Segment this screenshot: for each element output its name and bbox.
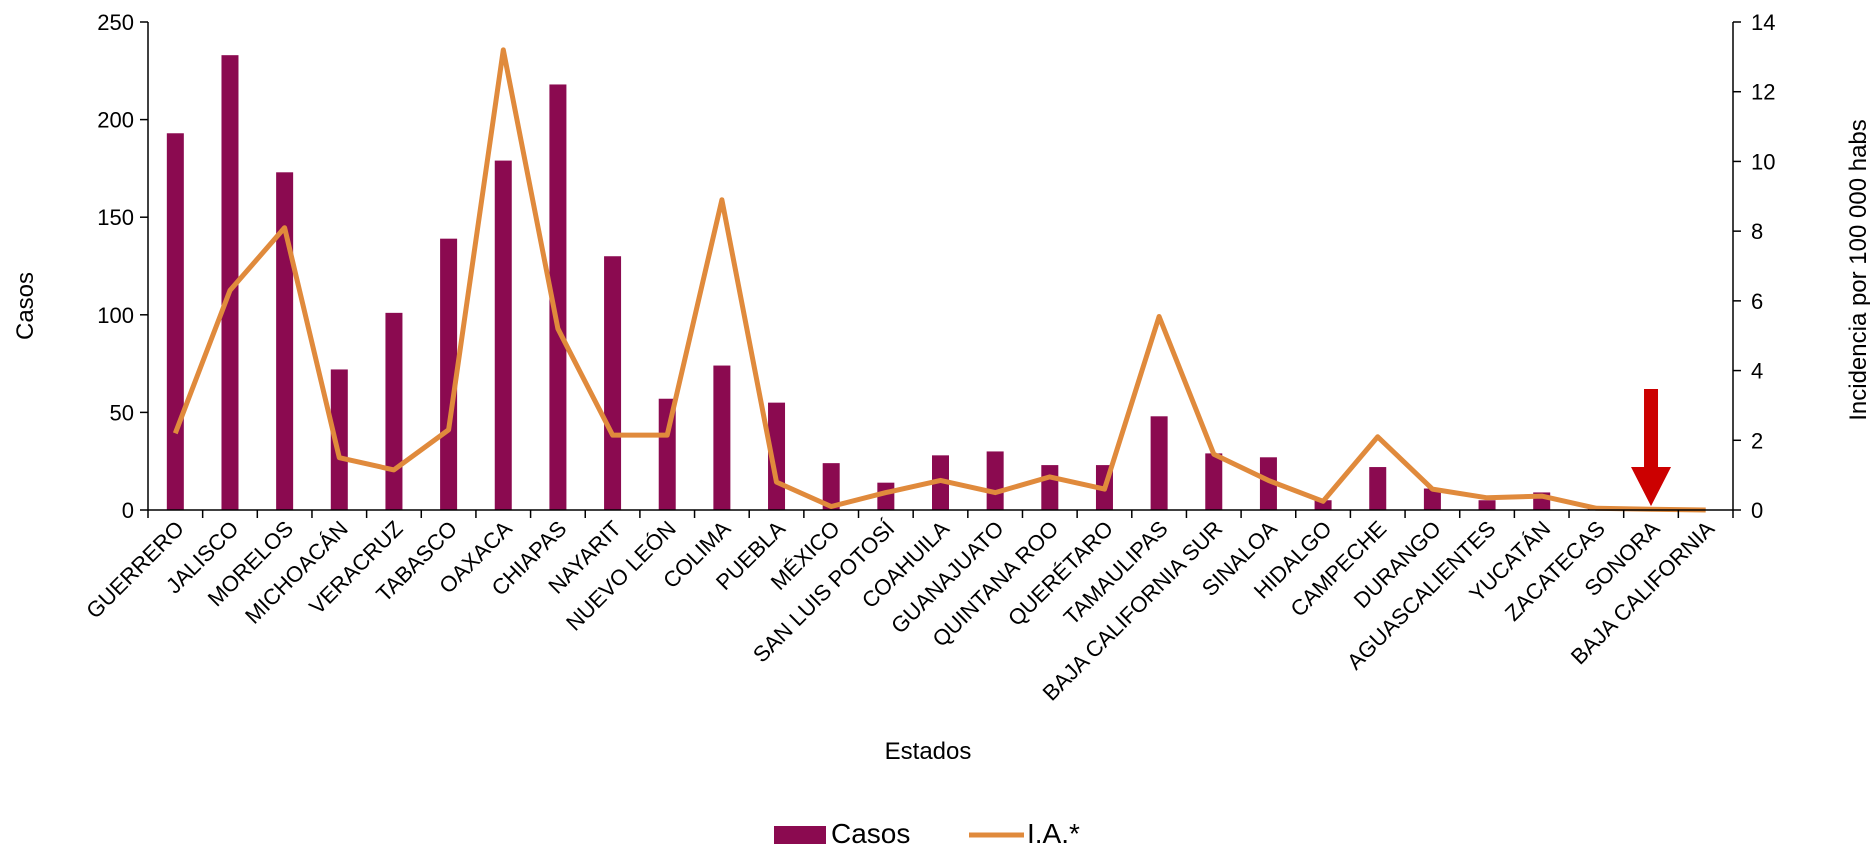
- bar: [166, 133, 184, 510]
- bar: [1423, 488, 1441, 510]
- ia-line: [172, 47, 1706, 513]
- line-series: [172, 47, 1706, 513]
- annotation-layer: [1631, 388, 1672, 507]
- right-axis-tick-label: 6: [1751, 289, 1763, 314]
- left-axis-tick-label: 250: [97, 10, 134, 35]
- right-y-axis: 0 2 4 6 8 10 12 14: [1732, 10, 1775, 523]
- legend: Casos I.A.*: [774, 818, 1080, 848]
- left-axis-tick-label: 100: [97, 303, 134, 328]
- left-axis-tick-label: 0: [122, 498, 134, 523]
- left-axis-tick-label: 200: [97, 108, 134, 133]
- bar: [1150, 416, 1168, 510]
- bar: [986, 451, 1004, 510]
- bar: [440, 238, 458, 510]
- left-y-axis: 0 50 100 150 200 250: [97, 10, 149, 523]
- bar: [494, 160, 512, 511]
- right-axis-tick-label: 12: [1751, 80, 1775, 105]
- legend-swatch-casos: [774, 826, 826, 844]
- bar: [713, 365, 731, 510]
- right-axis-tick-label: 2: [1751, 428, 1763, 453]
- bar: [549, 84, 567, 511]
- x-axis-title: Estados: [885, 738, 972, 765]
- bar: [1369, 467, 1387, 510]
- y-axis-title: Casos: [12, 272, 39, 340]
- bar: [1314, 500, 1332, 510]
- bar: [1041, 465, 1059, 510]
- legend-label-casos: Casos: [831, 818, 910, 848]
- legend-label-ia: I.A.*: [1027, 818, 1080, 848]
- left-axis-tick-label: 150: [97, 205, 134, 230]
- right-axis-tick-label: 14: [1751, 10, 1775, 35]
- y2-axis-title: Incidencia por 100 000 habs: [1845, 119, 1870, 421]
- right-axis-tick-label: 0: [1751, 498, 1763, 523]
- down-arrow-icon: [1631, 388, 1672, 507]
- right-axis-tick-label: 4: [1751, 359, 1763, 384]
- bar: [1205, 453, 1223, 510]
- bar: [604, 256, 622, 510]
- bar: [1259, 457, 1277, 510]
- bar: [276, 172, 294, 510]
- bar: [221, 55, 239, 511]
- bar-series: [166, 55, 1660, 511]
- left-axis-tick-label: 50: [110, 400, 134, 425]
- bar: [385, 312, 403, 510]
- bar: [1478, 500, 1496, 510]
- bar: [822, 463, 840, 510]
- x-axis: GUERREROJALISCOMORELOSMICHOACÁNVERACRUZT…: [81, 509, 1734, 706]
- right-axis-tick-label: 10: [1751, 149, 1775, 174]
- right-axis-tick-label: 8: [1751, 219, 1763, 244]
- bar: [330, 369, 348, 510]
